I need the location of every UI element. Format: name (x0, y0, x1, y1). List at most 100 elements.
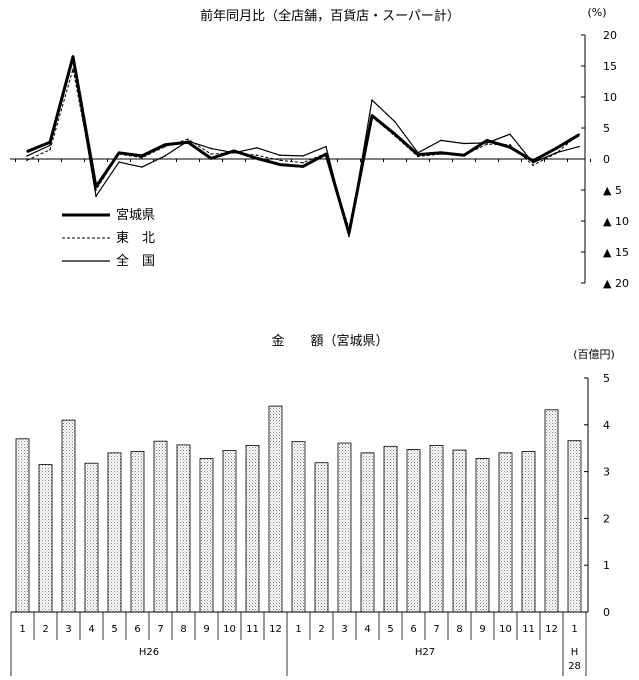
line-point-s2-19 (463, 142, 465, 145)
bar-month-label: 3 (65, 624, 71, 635)
bar-month-label: 2 (318, 624, 324, 635)
line-point-s0-5 (141, 155, 143, 157)
line-y-tick-label: ▲ 20 (603, 277, 629, 290)
bar-year-label: 28 (568, 661, 581, 672)
line-point-s2-14 (348, 235, 350, 238)
bar-y-tick-label: 2 (603, 512, 610, 525)
line-point-s1-20 (486, 143, 488, 145)
line-point-s1-22 (532, 164, 534, 166)
bar-8 (199, 458, 214, 613)
bar-10 (245, 444, 260, 613)
bar-17 (406, 449, 421, 613)
bar-2 (61, 419, 76, 613)
bar-month-label: 5 (111, 624, 117, 635)
line-y-tick-label: 10 (603, 91, 617, 104)
line-point-s1-12 (302, 161, 304, 164)
bar-14 (337, 442, 352, 613)
line-point-s1-8 (210, 153, 212, 155)
bar-month-label: 7 (157, 624, 163, 635)
line-y-tick-label: 20 (603, 29, 617, 42)
bar-month-label: 12 (545, 624, 558, 635)
line-point-s0-12 (302, 165, 304, 168)
bar-20 (475, 458, 490, 613)
legend-label-2: 全 国 (116, 253, 155, 269)
line-point-s0-16 (394, 133, 396, 135)
bar-23 (544, 409, 559, 613)
line-point-s0-13 (325, 153, 327, 155)
bar-month-label: 3 (341, 624, 347, 635)
bar-y-tick-label: 1 (603, 559, 610, 572)
line-point-s1-10 (256, 154, 258, 157)
line-y-tick-label: ▲ 10 (603, 215, 629, 228)
bar-1 (38, 464, 53, 613)
bar-y-tick-label: 3 (603, 466, 610, 479)
line-point-s1-3 (95, 189, 97, 191)
bar-3 (84, 462, 99, 613)
line-point-s0-23 (555, 147, 557, 150)
legend-label-1: 東 北 (116, 230, 155, 246)
line-point-s0-19 (463, 154, 465, 157)
line-point-s0-7 (187, 141, 189, 144)
bar-month-label: 4 (364, 624, 370, 635)
line-y-tick-label: 0 (603, 153, 610, 166)
line-point-s1-7 (187, 138, 189, 140)
line-point-s2-8 (210, 147, 212, 150)
line-point-s2-24 (578, 145, 580, 148)
bar-y-tick-label: 5 (603, 372, 610, 385)
line-point-s0-18 (440, 152, 442, 154)
line-point-s2-13 (325, 145, 327, 148)
line-point-s0-8 (210, 157, 212, 160)
bar-15 (360, 452, 375, 613)
line-y-tick-label: ▲ 15 (603, 246, 629, 259)
line-point-s2-11 (279, 154, 281, 157)
line-point-s2-10 (256, 147, 258, 149)
bar-4 (107, 452, 122, 613)
bar-6 (153, 440, 168, 613)
bar-month-label: 7 (433, 624, 439, 635)
line-y-tick-label: 5 (603, 122, 610, 135)
bar-month-label: 9 (479, 624, 485, 635)
line-point-s2-18 (440, 139, 442, 142)
line-point-s2-3 (95, 195, 97, 197)
line-point-s2-21 (509, 133, 511, 135)
bar-chart-unit: (百億円) (573, 348, 615, 361)
line-point-s2-20 (486, 142, 488, 144)
bar-chart-title: 金 額（宮城県） (271, 333, 388, 349)
line-point-s0-9 (233, 150, 235, 152)
line-point-s0-4 (118, 152, 120, 154)
bar-19 (452, 449, 467, 613)
bar-24 (567, 440, 582, 613)
bar-month-label: 5 (387, 624, 393, 635)
line-chart-title: 前年同月比（全店舗，百貨店・スーパー計） (200, 8, 460, 24)
line-series-2 (26, 59, 580, 238)
line-point-s0-10 (256, 157, 258, 160)
line-point-s0-6 (164, 143, 166, 146)
bar-y-tick-label: 0 (603, 606, 610, 619)
line-point-s0-11 (279, 163, 281, 166)
line-point-s1-0 (26, 159, 28, 162)
line-point-s0-1 (49, 141, 51, 144)
bar-year-label: H26 (139, 647, 159, 658)
bar-month-label: 6 (134, 624, 140, 635)
legend-label-0: 宮城県 (116, 207, 155, 223)
bar-16 (383, 445, 398, 613)
line-point-s0-3 (95, 186, 97, 188)
line-point-s2-5 (141, 166, 143, 168)
bar-month-label: 11 (246, 624, 259, 635)
line-point-s2-6 (164, 155, 166, 157)
bar-22 (521, 451, 536, 613)
bar-month-label: 8 (456, 624, 462, 635)
bar-13 (314, 462, 329, 613)
line-point-s2-15 (371, 99, 373, 101)
bar-year-label: H27 (415, 647, 435, 658)
line-point-s2-1 (49, 144, 51, 147)
bar-month-label: 10 (223, 624, 236, 635)
line-point-s1-11 (279, 159, 281, 162)
line-point-s0-2 (72, 55, 74, 58)
bar-month-label: 9 (203, 624, 209, 635)
line-point-s0-0 (26, 150, 28, 153)
bar-month-label: 12 (269, 624, 282, 635)
bar-21 (498, 452, 513, 613)
line-point-s1-23 (555, 152, 557, 155)
